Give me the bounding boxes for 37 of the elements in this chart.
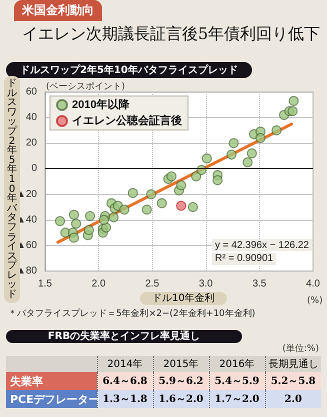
x-axis-title: ドル10年金利 — [140, 292, 227, 305]
text: 5.9～6.2 — [158, 376, 204, 387]
legend-label: イエレン公聴会証言後 — [72, 114, 182, 127]
x-tick-label: 1.5 — [38, 278, 52, 290]
x-tick-label: 2.5 — [145, 278, 160, 290]
x-tick-label: 2.0 — [92, 278, 106, 290]
text: ドルスワップ2年5年10年バタフライスプレッド — [7, 78, 17, 300]
annotation: R² = 0.90901 — [212, 253, 276, 265]
text: 6.4～6.8 — [102, 376, 148, 387]
x-tick-label: 3.0 — [198, 278, 214, 290]
legend-label: 2010年以降 — [72, 98, 130, 111]
y-tick-label: 20 — [26, 138, 38, 149]
text: 5.4～5.9 — [214, 376, 260, 387]
y-tick-label: 40 — [26, 112, 38, 124]
category-label: 2016年 — [209, 356, 265, 372]
text: ＊バタフライスプレッド＝5年金利×2−(2年金利+10年金利) — [8, 307, 256, 320]
x-tick-label: 4.0 — [306, 278, 320, 290]
category-label: 2014年 — [97, 356, 153, 372]
text: (%) — [307, 296, 323, 306]
y-tick-label: 60 — [26, 86, 38, 98]
text: (単位:%) — [282, 344, 319, 355]
annotation: y = 42.396x − 126.22 — [212, 239, 312, 251]
category-label: 失業率 — [10, 374, 43, 388]
y-tick-label: 0 — [31, 163, 38, 174]
x-tick-label: 3.5 — [252, 278, 267, 290]
text: FRBの失業率とインフレ率見通し — [6, 330, 242, 343]
text: 2.0 — [284, 394, 302, 404]
chart-subtitle: ドルスワップ2年5年10年バタフライスプレッド — [6, 62, 252, 78]
text: 米国金利動向 — [14, 0, 102, 21]
text: 5.2～5.8 — [270, 376, 316, 387]
category-label: 2015年 — [153, 356, 209, 372]
text: 1.6～2.0 — [158, 394, 204, 405]
text: (ベーシスポイント) — [46, 81, 126, 93]
text: 1.3～1.8 — [102, 394, 148, 405]
text: 1.7～2.0 — [214, 394, 260, 405]
chart-title: イエレン次期議長証言後5年債利回り低下 — [22, 24, 320, 45]
category-label: 長期見通し — [265, 356, 321, 372]
